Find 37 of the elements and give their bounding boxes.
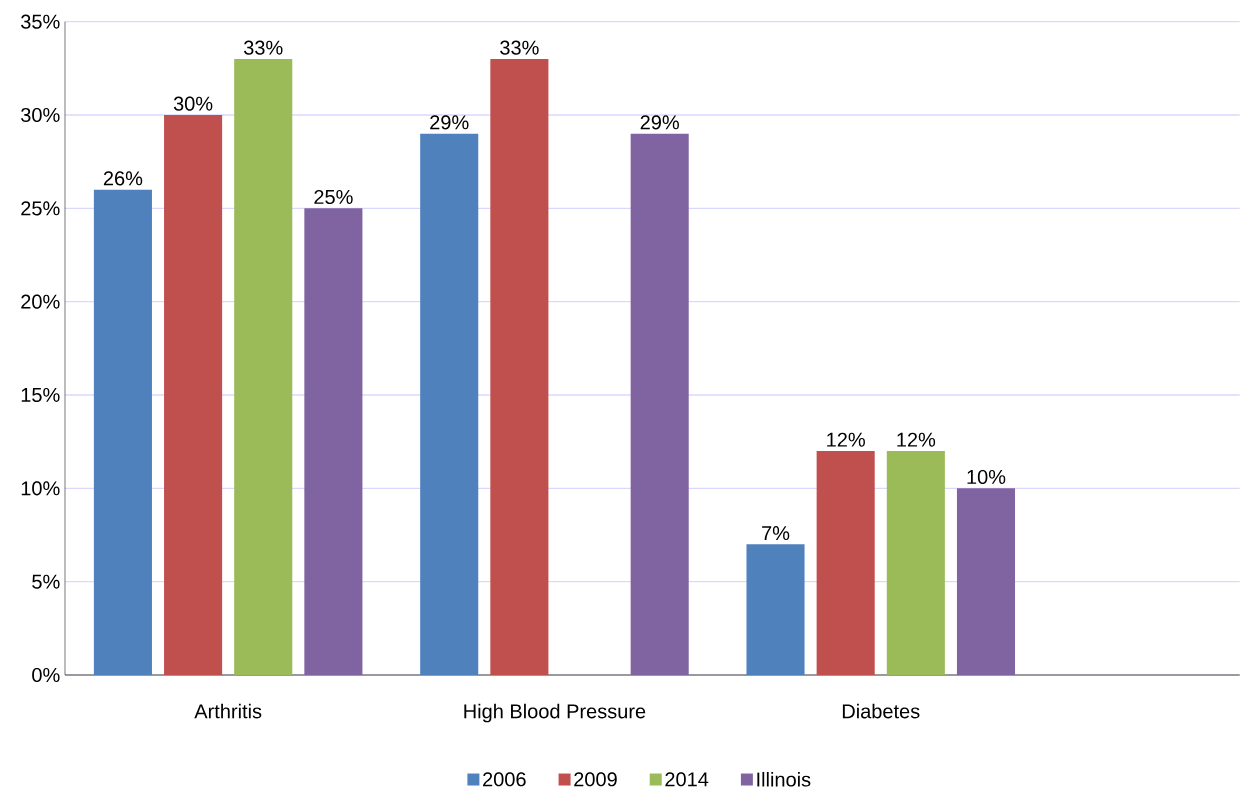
data-label: 12% [827, 432, 865, 447]
data-label: 10% [967, 469, 1006, 485]
data-label: 29% [640, 115, 679, 130]
data-label: 29% [430, 115, 469, 130]
data-label: 33% [243, 40, 283, 55]
y-tick-label: 25% [21, 201, 60, 216]
bar [304, 208, 363, 675]
bar [886, 450, 945, 675]
bar [746, 544, 805, 675]
y-tick-label: 35% [21, 14, 60, 29]
data-label: 12% [897, 432, 936, 447]
bar [816, 450, 875, 675]
bar [490, 58, 549, 675]
bar [93, 189, 152, 675]
data-label: 26% [103, 171, 143, 186]
data-label: 7% [762, 526, 790, 541]
bar [164, 114, 223, 675]
x-tick-label: Arthritis [194, 703, 262, 719]
legend-label: Illinois [757, 771, 811, 787]
data-label: 30% [173, 96, 213, 111]
x-tick-label: High Blood Pressure [464, 703, 646, 723]
bar [234, 58, 293, 675]
data-label: 33% [500, 40, 539, 55]
y-tick-label: 5% [32, 574, 60, 589]
legend-label: 2014 [665, 772, 709, 787]
y-tick-label: 20% [21, 294, 60, 309]
data-label: 25% [314, 189, 353, 205]
y-tick-label: 30% [21, 107, 60, 123]
legend-label: 2006 [483, 772, 526, 787]
y-tick-label: 15% [21, 387, 60, 403]
x-tick-label: Diabetes [842, 703, 920, 719]
bar [420, 133, 479, 675]
y-tick-label: 10% [21, 481, 60, 496]
y-tick-label: 0% [32, 667, 60, 683]
legend-label: 2009 [574, 772, 617, 787]
bar [956, 488, 1016, 675]
bar [630, 133, 689, 675]
